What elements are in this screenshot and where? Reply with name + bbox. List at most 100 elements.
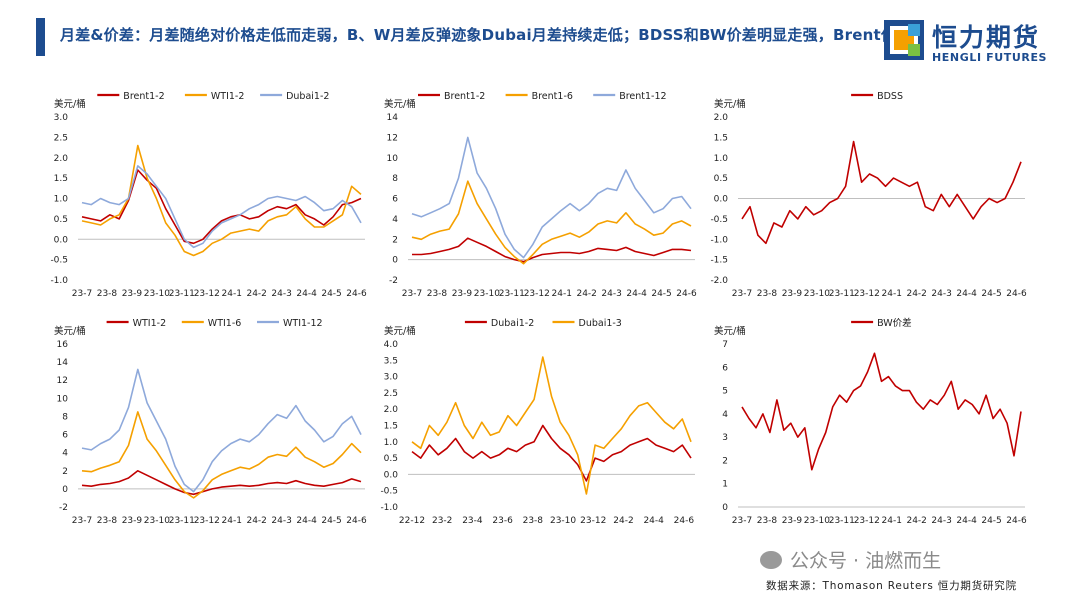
y-tick-label: 0.0 (54, 235, 69, 245)
x-tick-label: 24-3 (931, 516, 951, 526)
series-line-Dubai1-3 (411, 356, 692, 495)
x-tick-label: 24-4 (296, 516, 317, 526)
watermark-text: 公众号 · 油燃而生 (790, 550, 942, 572)
x-tick-label: 24-5 (981, 289, 1001, 299)
x-tick-label: 24-2 (576, 289, 596, 299)
y-tick-label: 3.5 (384, 356, 398, 366)
x-tick-label: 23-7 (72, 516, 92, 526)
x-tick-label: 24-1 (882, 289, 902, 299)
y-tick-label: -2.0 (710, 276, 728, 286)
x-tick-label: 23-4 (462, 516, 483, 526)
x-tick-label: 23-2 (432, 516, 452, 526)
y-tick-label: 7 (722, 340, 728, 350)
x-tick-label: 24-6 (1006, 516, 1027, 526)
x-tick-label: 24-3 (271, 289, 291, 299)
y-tick-label: 0 (722, 503, 728, 513)
y-tick-label: 4 (722, 410, 728, 420)
x-tick-label: 24-2 (246, 289, 266, 299)
y-tick-label: 1.0 (54, 195, 69, 205)
x-tick-label: 24-2 (906, 289, 926, 299)
y-tick-label: 3.0 (384, 373, 399, 383)
y-tick-label: 12 (57, 376, 68, 386)
y-tick-label: 1.5 (714, 133, 728, 143)
legend-label: WTI1-2 (133, 318, 167, 329)
x-tick-label: 24-3 (931, 289, 951, 299)
x-tick-label: 23-10 (804, 516, 830, 526)
series-line-Dubai1-2 (411, 424, 692, 482)
x-tick-label: 24-6 (674, 516, 695, 526)
x-tick-label: 23-12 (194, 516, 220, 526)
y-tick-label: 8 (392, 174, 398, 184)
legend-label: WTI1-6 (208, 318, 242, 329)
y-tick-label: -2 (59, 503, 68, 513)
x-tick-label: 23-9 (122, 516, 143, 526)
x-tick-label: 23-9 (452, 289, 473, 299)
x-tick-label: 24-4 (296, 289, 317, 299)
data-source: 数据来源：Thomason Reuters 恒力期货研究院 (766, 580, 1017, 592)
y-tick-label: 1.0 (384, 438, 399, 448)
x-tick-label: 23-8 (97, 289, 118, 299)
chart-4: 美元/桶 WTI1-2 WTI1-6 WTI1-12 16 14 12 10 8 6 4 2 0 -2 23… (54, 318, 367, 526)
legend-label: Brent1-12 (619, 91, 666, 102)
unit-label: 美元/桶 (714, 98, 746, 110)
title-accent-bar (36, 18, 45, 56)
y-tick-label: 10 (387, 154, 399, 164)
x-tick-label: 23-8 (97, 516, 118, 526)
x-tick-label: 24-6 (346, 289, 367, 299)
x-tick-label: 24-3 (271, 516, 291, 526)
unit-label: 美元/桶 (54, 98, 86, 110)
series-line-Brent1-6 (411, 180, 692, 265)
x-tick-label: 24-5 (321, 289, 341, 299)
y-tick-label: 5 (722, 387, 728, 397)
x-tick-label: 23-12 (580, 516, 606, 526)
unit-label: 美元/桶 (54, 325, 86, 337)
y-tick-label: 6 (392, 195, 398, 205)
x-tick-label: 24-4 (956, 516, 977, 526)
page-title: 月差&价差：月差随绝对价格走低而走弱，B、W月差反弹迹象Dubai月差持续走低；… (60, 26, 912, 44)
x-tick-label: 23-11 (499, 289, 525, 299)
legend-label: Brent1-2 (123, 91, 164, 102)
x-tick-label: 24-3 (601, 289, 621, 299)
x-tick-label: 24-2 (613, 516, 633, 526)
x-tick-label: 23-10 (474, 289, 500, 299)
y-tick-label: 8 (62, 412, 68, 422)
series-line-Dubai1-2 (81, 165, 362, 249)
y-tick-label: 6 (62, 431, 68, 441)
x-tick-label: 24-4 (643, 516, 664, 526)
x-tick-label: 23-11 (829, 516, 855, 526)
y-tick-label: -0.5 (50, 256, 68, 266)
x-tick-label: 24-2 (906, 516, 926, 526)
y-tick-label: 2.5 (54, 133, 68, 143)
x-tick-label: 23-8 (757, 516, 778, 526)
x-tick-label: 24-4 (956, 289, 977, 299)
x-tick-label: 22-12 (399, 516, 425, 526)
company-logo: 恒力期货 HENGLI FUTURES (884, 18, 1074, 66)
chart-3: 美元/桶 BDSS 2.0 1.5 1.0 0.5 0.0 -0.5 -1.0 -1.5 -2.0 2… (710, 91, 1027, 299)
x-tick-label: 23-7 (732, 516, 752, 526)
legend-label: Brent1-2 (444, 91, 485, 102)
series-line-WTI1-2 (81, 470, 362, 496)
x-tick-label: 24-6 (676, 289, 697, 299)
y-tick-label: -1.5 (710, 256, 728, 266)
y-tick-label: 0.5 (384, 454, 398, 464)
x-tick-label: 24-1 (222, 516, 242, 526)
x-tick-label: 23-10 (144, 289, 170, 299)
legend-label: BW价差 (877, 317, 912, 329)
x-tick-label: 23-11 (169, 516, 195, 526)
series-line-Brent1-2 (412, 237, 692, 263)
x-tick-label: 23-8 (757, 289, 778, 299)
x-tick-label: 24-6 (346, 516, 367, 526)
series-line-Brent1-2 (81, 169, 362, 245)
y-tick-label: 3.0 (54, 113, 69, 123)
legend-label: Dubai1-3 (579, 318, 622, 329)
y-tick-label: 14 (387, 113, 399, 123)
chart-2: 美元/桶 Brent1-2 Brent1-6 Brent1-12 14 12 10 8 6 4 2 0… (384, 91, 697, 299)
y-tick-label: 2.0 (714, 113, 729, 123)
y-tick-label: 0.5 (714, 174, 728, 184)
legend-label: Brent1-6 (532, 91, 573, 102)
y-tick-label: 2.5 (384, 389, 398, 399)
y-tick-label: 0.0 (384, 470, 399, 480)
series-line-BDSS (741, 140, 1022, 245)
y-tick-label: 14 (57, 358, 69, 368)
y-tick-label: -2 (389, 276, 398, 286)
